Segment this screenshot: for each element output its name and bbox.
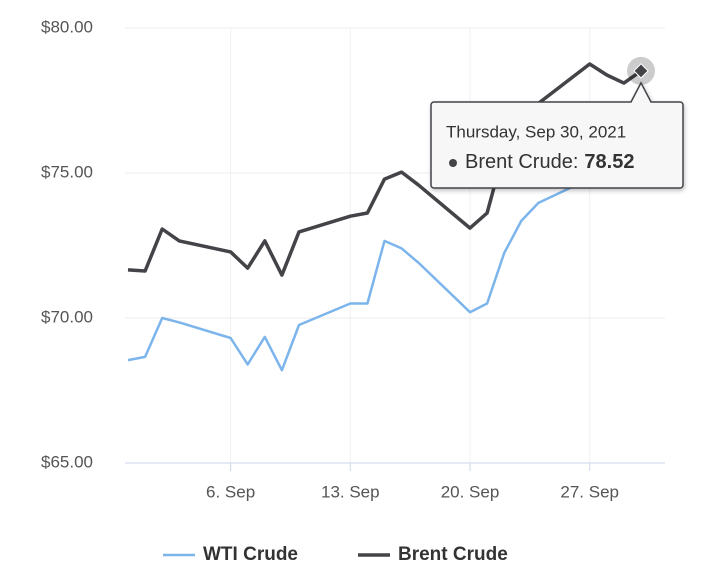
x-tick-label: 27. Sep bbox=[560, 482, 619, 501]
x-tick-label: 6. Sep bbox=[206, 482, 255, 501]
tooltip-value: Brent Crude: 78.52 bbox=[465, 151, 634, 173]
grid: $65.00 $70.00 $75.00 $80.00 6. Sep 13. Sep 20.… bbox=[41, 17, 665, 501]
y-tick-label: $80.00 bbox=[41, 17, 93, 36]
y-tick-label: $65.00 bbox=[41, 452, 93, 471]
tooltip-label: Brent Crude: bbox=[465, 151, 578, 173]
hover-marker bbox=[633, 63, 649, 79]
tooltip-number: 78.52 bbox=[584, 151, 634, 173]
series-line bbox=[127, 163, 641, 372]
tooltip-date: Thursday, Sep 30, 2021 bbox=[446, 122, 626, 141]
y-tick-label: $70.00 bbox=[41, 307, 93, 326]
tooltip-box bbox=[430, 81, 684, 189]
legend-label[interactable]: Brent Crude bbox=[398, 544, 508, 565]
x-tick-label: 20. Sep bbox=[441, 482, 500, 501]
legend[interactable]: WTI Crude Brent Crude bbox=[163, 544, 508, 565]
y-tick-label: $75.00 bbox=[41, 162, 93, 181]
tooltip-dot bbox=[449, 159, 457, 167]
x-tick-label: 13. Sep bbox=[321, 482, 380, 501]
series-line bbox=[127, 62, 643, 277]
legend-label[interactable]: WTI Crude bbox=[203, 544, 298, 565]
plot bbox=[127, 62, 643, 372]
tooltip: Thursday, Sep 30, 2021 Brent Crude: 78.52 bbox=[430, 56, 684, 189]
